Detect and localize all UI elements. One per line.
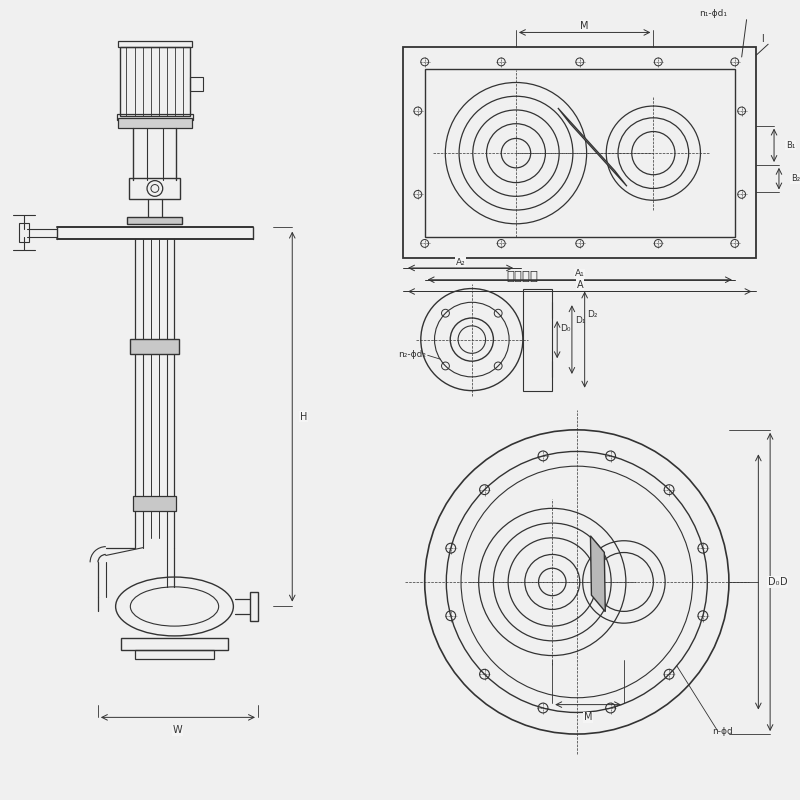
Bar [127,217,182,224]
Text: B₂: B₂ [790,174,800,183]
Text: n-ϕd: n-ϕd [712,727,733,736]
Bar [134,496,177,511]
Text: D: D [780,577,787,587]
Text: D₁: D₁ [575,317,586,326]
Text: W: W [173,726,182,735]
Text: A₁: A₁ [575,270,585,278]
Text: M: M [581,21,589,30]
Text: D₂: D₂ [588,310,598,318]
Bar [19,223,30,242]
Text: n₁-ϕd₁: n₁-ϕd₁ [699,9,727,18]
Bar [190,77,203,91]
Text: M: M [584,713,592,722]
Bar [121,638,229,650]
Text: H: H [300,412,307,422]
Text: n₂-ϕd₂: n₂-ϕd₂ [398,350,426,359]
Bar [118,42,192,47]
Bar [523,289,552,390]
Bar [119,47,190,116]
Text: l: l [762,34,764,44]
Bar [130,178,180,199]
Text: B₁: B₁ [786,141,795,150]
Bar [425,69,734,237]
Bar [403,47,756,258]
Polygon shape [590,536,606,612]
Bar [118,118,192,128]
Bar [135,650,214,659]
Bar [130,338,179,354]
Text: A: A [577,280,583,290]
Text: A₂: A₂ [456,258,466,266]
Bar [117,114,193,120]
Text: D₀: D₀ [560,324,570,334]
Text: 出口法兰: 出口法兰 [507,270,539,282]
Polygon shape [558,108,627,186]
Bar [250,592,258,622]
Text: D₀: D₀ [768,577,780,587]
